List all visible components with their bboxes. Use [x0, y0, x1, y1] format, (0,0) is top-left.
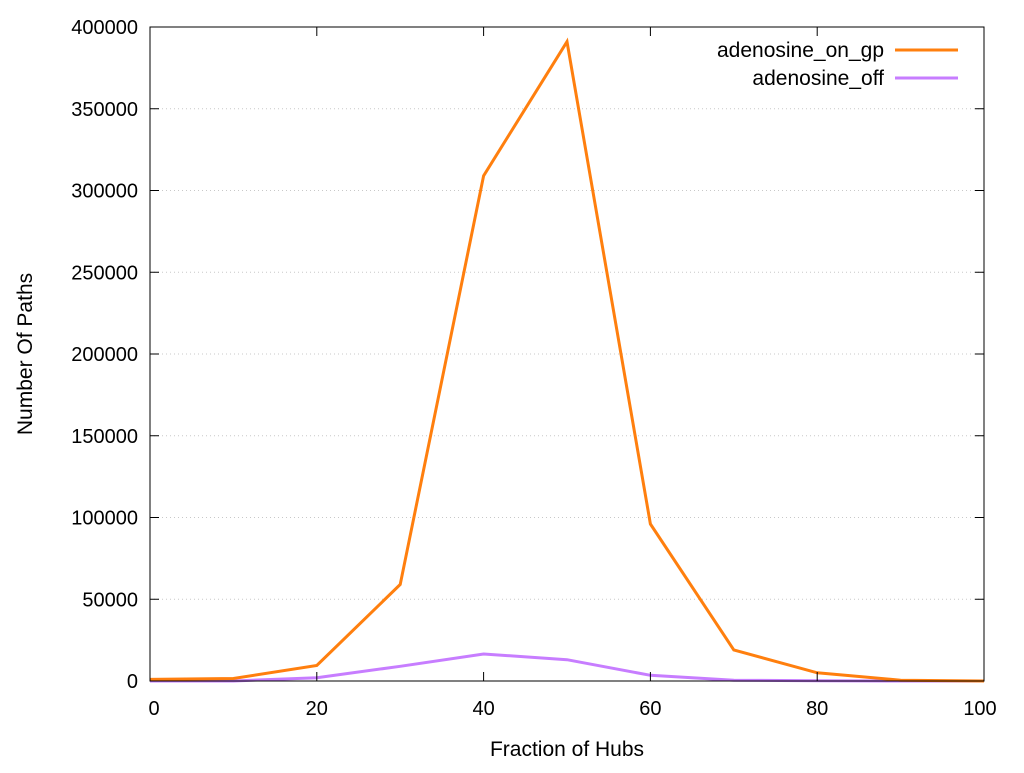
x-tick-label: 60 [639, 698, 661, 720]
series-line-adenosine-on-gp [149, 37, 985, 683]
x-tick-label: 100 [963, 698, 996, 720]
y-tick-label: 100000 [71, 508, 138, 530]
legend: adenosine_on_gp adenosine_off [717, 39, 958, 90]
x-tick-label: 0 [148, 698, 159, 720]
legend-label: adenosine_off [752, 67, 884, 90]
y-tick-label: 300000 [71, 181, 138, 203]
y-tick-label: 250000 [71, 262, 138, 284]
tick-layer [149, 26, 985, 682]
y-tick-label: 400000 [71, 17, 138, 39]
x-tick-label: 20 [306, 698, 328, 720]
x-tick-label: 40 [472, 698, 494, 720]
grid-layer [150, 108, 984, 600]
x-axis-title: Fraction of Hubs [490, 738, 644, 761]
y-tick-label: 0 [127, 671, 138, 693]
series-layer [149, 37, 985, 683]
x-tick-label: 80 [806, 698, 828, 720]
y-tick-label: 350000 [71, 99, 138, 121]
y-tick-label: 200000 [71, 344, 138, 366]
legend-label: adenosine_on_gp [717, 39, 884, 62]
y-tick-label: 150000 [71, 426, 138, 448]
y-tick-label: 50000 [82, 589, 138, 611]
y-axis-title: Number Of Paths [14, 273, 37, 435]
tick-label-layer: 0 50000 100000 150000 200000 250000 300000 3500… [71, 17, 996, 720]
